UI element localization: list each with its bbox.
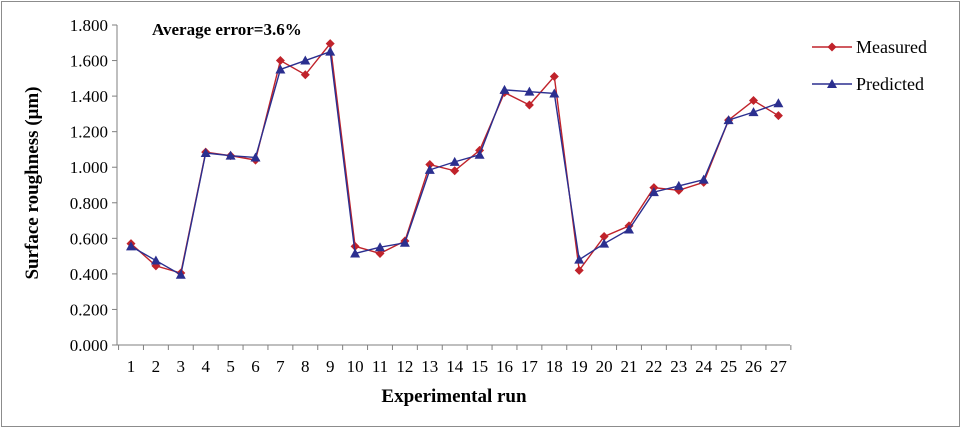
x-tick-label: 24 — [695, 357, 713, 376]
measured-point — [450, 166, 460, 176]
predicted-point — [624, 224, 634, 234]
predicted-point — [150, 255, 161, 265]
y-tick-label: 1.200 — [70, 123, 108, 142]
x-tick-label: 17 — [521, 357, 539, 376]
predicted-point — [648, 187, 659, 197]
measured-point — [425, 160, 435, 170]
y-tick-label: 0.400 — [70, 265, 108, 284]
x-tick-label: 25 — [720, 357, 737, 376]
legend-label: Measured — [856, 37, 927, 57]
error-annotation: Average error=3.6% — [152, 20, 302, 39]
x-tick-label: 10 — [347, 357, 364, 376]
x-tick-label: 27 — [770, 357, 788, 376]
legend-marker — [827, 79, 837, 88]
measured-point — [749, 96, 758, 106]
x-tick-label: 16 — [496, 357, 513, 376]
predicted-point — [225, 150, 236, 160]
measured-point — [350, 241, 360, 251]
legend-item-measured: Measured — [812, 37, 927, 57]
x-tick-label: 23 — [670, 357, 687, 376]
predicted-point — [350, 248, 361, 258]
measured-point — [599, 232, 609, 242]
measured-point — [574, 265, 584, 275]
x-tick-label: 5 — [226, 357, 235, 376]
x-tick-label: 4 — [201, 357, 210, 376]
axes — [116, 25, 790, 346]
x-tick-label: 21 — [621, 357, 638, 376]
x-tick-label: 3 — [177, 357, 186, 376]
y-tick-label: 1.800 — [70, 16, 108, 35]
x-axis-ticks: 1 2 3 4 5 6 7 8 9 10 11 12 13 14 15 16 17 18 19 20 21 22 23 24 2… — [118, 345, 792, 376]
x-tick-label: 6 — [251, 357, 260, 376]
y-tick-label: 0.800 — [70, 194, 108, 213]
legend: Measured Predicted — [812, 37, 927, 94]
predicted-point — [524, 86, 535, 96]
x-axis-title: Experimental run — [381, 386, 527, 407]
x-tick-label: 26 — [745, 357, 762, 376]
x-tick-label: 9 — [326, 357, 335, 376]
predicted-point — [399, 237, 410, 247]
predicted-point — [375, 242, 385, 252]
y-axis-ticks: 0.000 0.200 0.400 0.600 0.800 1.000 1.200 1.400… — [70, 16, 117, 355]
x-tick-label: 8 — [301, 357, 310, 376]
measured-point — [773, 111, 783, 121]
predicted-point — [574, 254, 585, 264]
x-tick-label: 1 — [127, 357, 136, 376]
legend-marker — [827, 42, 837, 52]
predicted-point — [275, 64, 286, 74]
x-tick-label: 12 — [396, 357, 413, 376]
measured-point — [549, 72, 559, 82]
y-tick-label: 1.400 — [70, 87, 108, 106]
predicted-point — [449, 156, 460, 166]
predicted-point — [300, 55, 311, 65]
legend-item-predicted: Predicted — [812, 74, 924, 94]
x-tick-label: 14 — [446, 357, 464, 376]
x-tick-label: 18 — [546, 357, 563, 376]
x-tick-label: 13 — [421, 357, 438, 376]
x-tick-label: 7 — [276, 357, 285, 376]
predicted-point — [250, 152, 261, 162]
measured-point — [325, 39, 335, 49]
predicted-point — [549, 88, 560, 98]
x-tick-label: 2 — [152, 357, 161, 376]
measured-point — [300, 70, 310, 80]
predicted-point — [325, 46, 336, 56]
predicted-point — [499, 84, 510, 94]
x-tick-label: 11 — [372, 357, 388, 376]
series-layer — [126, 39, 784, 279]
predicted-point — [698, 174, 709, 184]
x-tick-label: 19 — [571, 357, 588, 376]
measured-point — [524, 100, 534, 110]
y-tick-label: 0.000 — [70, 336, 108, 355]
predicted-point — [175, 269, 186, 279]
y-tick-label: 0.200 — [70, 300, 108, 319]
predicted-point — [773, 98, 784, 108]
predicted-point — [474, 149, 485, 159]
x-tick-label: 20 — [596, 357, 613, 376]
y-tick-label: 1.000 — [70, 158, 108, 177]
predicted-point — [748, 107, 759, 117]
measured-point — [275, 56, 285, 66]
predicted-point — [723, 115, 734, 125]
y-axis-title: Surface roughness (μm) — [22, 86, 43, 279]
y-tick-label: 0.600 — [70, 229, 108, 248]
x-tick-label: 15 — [471, 357, 488, 376]
predicted-point — [599, 238, 610, 248]
y-tick-label: 1.600 — [70, 52, 108, 71]
legend-label: Predicted — [856, 74, 924, 94]
predicted-point — [673, 180, 684, 190]
x-tick-label: 22 — [645, 357, 662, 376]
series-predicted — [126, 46, 784, 279]
predicted-point — [126, 241, 136, 251]
predicted-point — [424, 164, 435, 174]
predicted-point — [200, 148, 211, 157]
